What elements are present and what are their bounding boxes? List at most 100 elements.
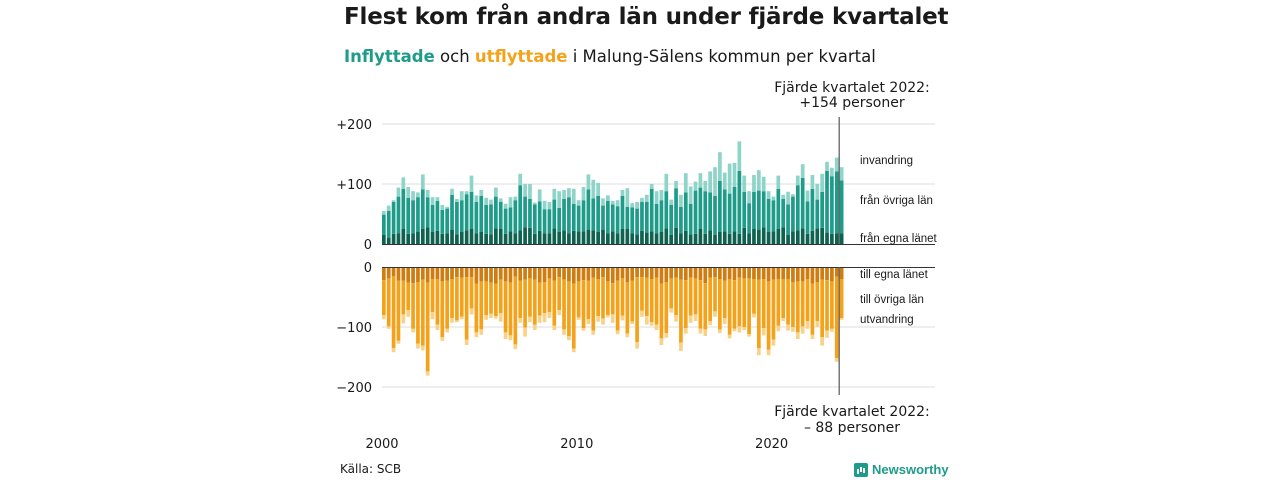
bar-top-1: [445, 208, 450, 234]
bar-bottom-2: [742, 327, 747, 330]
bar-top-0: [649, 231, 654, 244]
bar-top-2: [576, 200, 581, 206]
bar-bottom-0: [610, 267, 615, 284]
bar-top-1: [776, 188, 781, 229]
bar-bottom-0: [406, 267, 411, 283]
bar-top-2: [713, 167, 717, 196]
bar-top-0: [562, 230, 566, 244]
bar-bottom-1: [620, 278, 625, 316]
bar-bottom-2: [406, 310, 411, 317]
bar-bottom-0: [455, 267, 459, 278]
bar-bottom-0: [557, 267, 562, 278]
bar-top-1: [601, 205, 605, 230]
bar-top-0: [752, 229, 756, 244]
bar-bottom-1: [552, 280, 557, 326]
bar-bottom-1: [537, 282, 542, 316]
bar-top-1: [479, 196, 484, 232]
bar-bottom-2: [430, 312, 435, 320]
bar-bottom-1: [708, 277, 712, 321]
bar-top-1: [489, 204, 493, 235]
bar-bottom-2: [532, 324, 537, 330]
bar-bottom-0: [464, 267, 469, 278]
bar-bottom-0: [425, 267, 430, 283]
bar-bottom-2: [781, 318, 786, 321]
bar-bottom-1: [674, 277, 678, 315]
bar-bottom-2: [571, 348, 576, 353]
bar-top-0: [654, 233, 659, 244]
bar-bottom-2: [411, 328, 415, 333]
bar-bottom-2: [659, 338, 664, 345]
bar-top-1: [420, 189, 425, 229]
bar-bottom-2: [825, 330, 829, 338]
bar-bottom-2: [698, 328, 703, 334]
bar-top-2: [742, 175, 747, 192]
bar-top-0: [455, 234, 459, 244]
bar-top-2: [557, 191, 562, 208]
bar-bottom-1: [800, 281, 805, 327]
bar-bottom-2: [513, 344, 518, 350]
bar-top-1: [435, 200, 440, 231]
annotation-bottom-line2: – 88 personer: [804, 420, 900, 436]
bar-bottom-2: [625, 333, 630, 338]
bar-top-1: [834, 171, 839, 234]
bar-bottom-1: [830, 281, 834, 329]
bar-top-0: [708, 230, 712, 244]
bar-bottom-1: [659, 283, 664, 339]
bar-bottom-1: [693, 278, 698, 315]
bar-top-0: [810, 230, 815, 244]
bar-bottom-1: [445, 280, 450, 329]
bar-bottom-2: [795, 332, 800, 339]
bar-bottom-2: [703, 329, 708, 336]
bar-bottom-1: [747, 278, 751, 335]
bar-bottom-1: [834, 276, 839, 359]
bar-top-2: [620, 190, 625, 196]
bar-top-1: [766, 199, 771, 232]
bar-top-1: [630, 207, 635, 234]
bar-bottom-1: [688, 277, 693, 316]
bar-bottom-2: [669, 308, 674, 313]
bar-top-1: [635, 208, 639, 235]
bar-top-1: [688, 203, 693, 235]
bar-top-1: [552, 199, 557, 229]
bar-top-1: [508, 207, 513, 232]
bar-bottom-2: [839, 318, 844, 320]
bar-bottom-2: [464, 339, 469, 345]
series-label: till övriga län: [860, 294, 924, 306]
bar-top-1: [581, 200, 586, 232]
bar-top-0: [591, 230, 596, 244]
bar-bottom-0: [693, 267, 698, 279]
bar-top-0: [459, 232, 464, 244]
bar-bottom-2: [494, 316, 498, 319]
bar-bottom-0: [469, 267, 474, 278]
bar-top-2: [732, 163, 737, 187]
bar-bottom-1: [435, 279, 440, 325]
bar-top-2: [513, 196, 518, 201]
bar-top-2: [508, 197, 513, 208]
bar-top-2: [416, 192, 420, 198]
bar-bottom-2: [834, 358, 839, 362]
bar-bottom-0: [630, 267, 635, 281]
bar-top-1: [386, 211, 391, 238]
bar-top-1: [713, 196, 717, 235]
bar-bottom-2: [766, 349, 771, 356]
bar-top-2: [445, 206, 450, 209]
bar-top-1: [586, 189, 591, 230]
bar-top-0: [571, 230, 576, 244]
bar-top-2: [727, 163, 732, 194]
bar-top-2: [820, 173, 824, 192]
bar-top-2: [781, 194, 786, 199]
y-tick-label-bottom: 0: [364, 261, 372, 276]
bar-bottom-0: [547, 267, 552, 279]
bar-bottom-1: [494, 283, 498, 317]
bar-bottom-2: [601, 318, 605, 325]
bar-top-2: [571, 188, 576, 204]
bar-top-2: [635, 202, 639, 209]
bar-bottom-0: [532, 267, 537, 280]
bar-bottom-2: [713, 311, 717, 317]
bar-top-1: [781, 199, 786, 228]
bar-top-1: [518, 185, 523, 231]
bar-bottom-2: [708, 321, 712, 326]
bar-top-2: [528, 184, 532, 199]
bar-top-0: [703, 233, 708, 244]
bar-bottom-1: [532, 279, 537, 325]
